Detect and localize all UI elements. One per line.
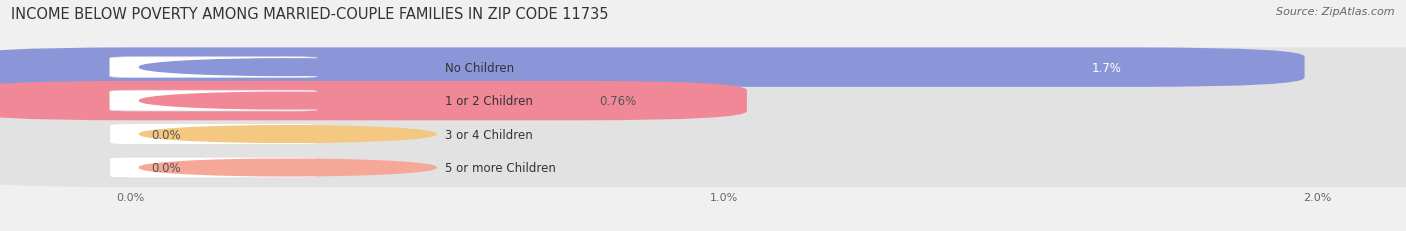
- FancyBboxPatch shape: [131, 55, 1406, 81]
- Text: No Children: No Children: [444, 61, 515, 74]
- Text: 0.0%: 0.0%: [152, 161, 181, 174]
- Circle shape: [139, 126, 436, 143]
- Circle shape: [139, 93, 436, 109]
- Text: 0.0%: 0.0%: [152, 128, 181, 141]
- Circle shape: [139, 60, 436, 76]
- Circle shape: [139, 159, 436, 176]
- FancyBboxPatch shape: [131, 88, 1406, 114]
- FancyBboxPatch shape: [0, 82, 747, 121]
- Text: 1.7%: 1.7%: [1091, 61, 1121, 74]
- FancyBboxPatch shape: [110, 58, 318, 78]
- Text: 0.76%: 0.76%: [599, 95, 637, 108]
- FancyBboxPatch shape: [0, 48, 1406, 88]
- Text: 1 or 2 Children: 1 or 2 Children: [444, 95, 533, 108]
- Text: Source: ZipAtlas.com: Source: ZipAtlas.com: [1277, 7, 1395, 17]
- FancyBboxPatch shape: [131, 122, 1406, 147]
- FancyBboxPatch shape: [110, 124, 318, 145]
- FancyBboxPatch shape: [0, 148, 1406, 187]
- FancyBboxPatch shape: [0, 82, 1406, 121]
- Text: INCOME BELOW POVERTY AMONG MARRIED-COUPLE FAMILIES IN ZIP CODE 11735: INCOME BELOW POVERTY AMONG MARRIED-COUPL…: [11, 7, 609, 22]
- FancyBboxPatch shape: [110, 158, 318, 178]
- FancyBboxPatch shape: [0, 48, 1305, 88]
- FancyBboxPatch shape: [0, 115, 1406, 154]
- FancyBboxPatch shape: [131, 155, 1406, 181]
- Text: 5 or more Children: 5 or more Children: [444, 161, 555, 174]
- Text: 3 or 4 Children: 3 or 4 Children: [444, 128, 533, 141]
- FancyBboxPatch shape: [110, 91, 318, 112]
